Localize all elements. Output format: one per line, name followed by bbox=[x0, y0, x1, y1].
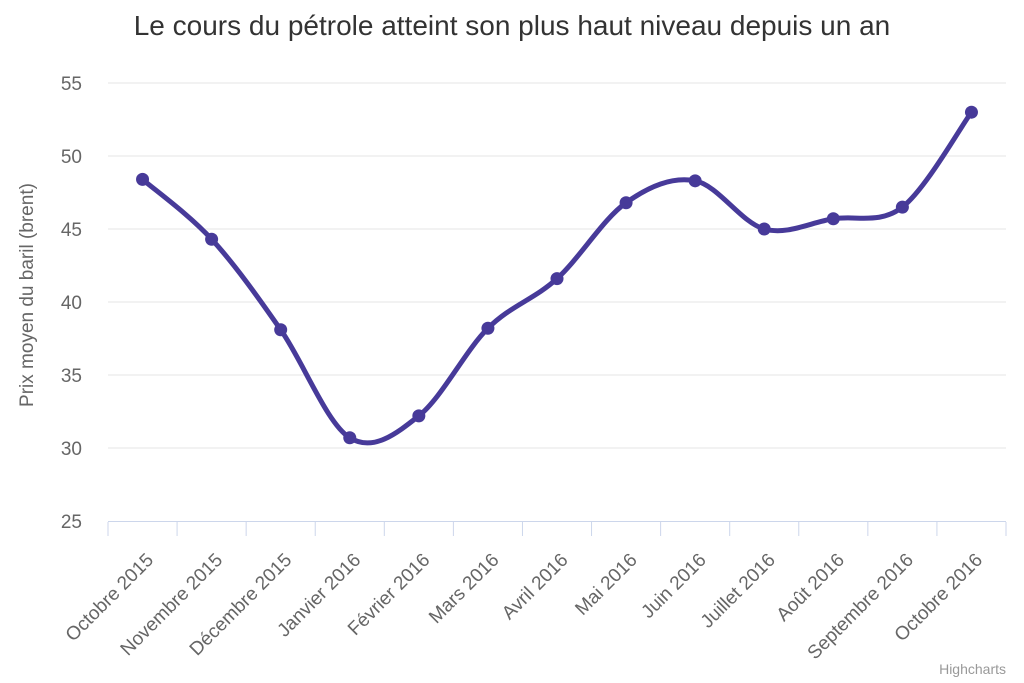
data-point-marker[interactable] bbox=[274, 323, 288, 337]
data-point-marker[interactable] bbox=[550, 272, 564, 286]
data-point-marker[interactable] bbox=[826, 212, 840, 226]
y-tick-label: 40 bbox=[61, 293, 82, 314]
data-point-marker[interactable] bbox=[757, 222, 771, 236]
y-tick-label: 30 bbox=[61, 439, 82, 460]
data-point-marker[interactable] bbox=[619, 196, 633, 210]
data-point-marker[interactable] bbox=[964, 105, 978, 119]
data-point-marker[interactable] bbox=[136, 172, 150, 186]
x-tick-label: Mars 2016 bbox=[425, 550, 503, 628]
data-point-marker[interactable] bbox=[895, 200, 909, 214]
data-point-marker[interactable] bbox=[205, 232, 219, 246]
x-tick-label: Avril 2016 bbox=[498, 550, 572, 624]
y-tick-label: 45 bbox=[61, 220, 82, 241]
y-tick-label: 25 bbox=[61, 512, 82, 533]
y-tick-label: 55 bbox=[61, 74, 82, 95]
x-tick-label: Juillet 2016 bbox=[697, 550, 780, 633]
chart-title: Le cours du pétrole atteint son plus hau… bbox=[133, 10, 891, 41]
x-tick-label: Juin 2016 bbox=[638, 550, 711, 623]
data-point-marker[interactable] bbox=[481, 321, 495, 335]
x-tick-label: Mai 2016 bbox=[571, 550, 641, 620]
data-point-marker[interactable] bbox=[412, 409, 426, 423]
highcharts-credit-link[interactable]: Highcharts bbox=[939, 661, 1006, 677]
y-tick-label: 35 bbox=[61, 366, 82, 387]
data-point-marker[interactable] bbox=[343, 431, 357, 445]
y-tick-label: 50 bbox=[61, 147, 82, 168]
data-point-marker[interactable] bbox=[688, 174, 702, 188]
